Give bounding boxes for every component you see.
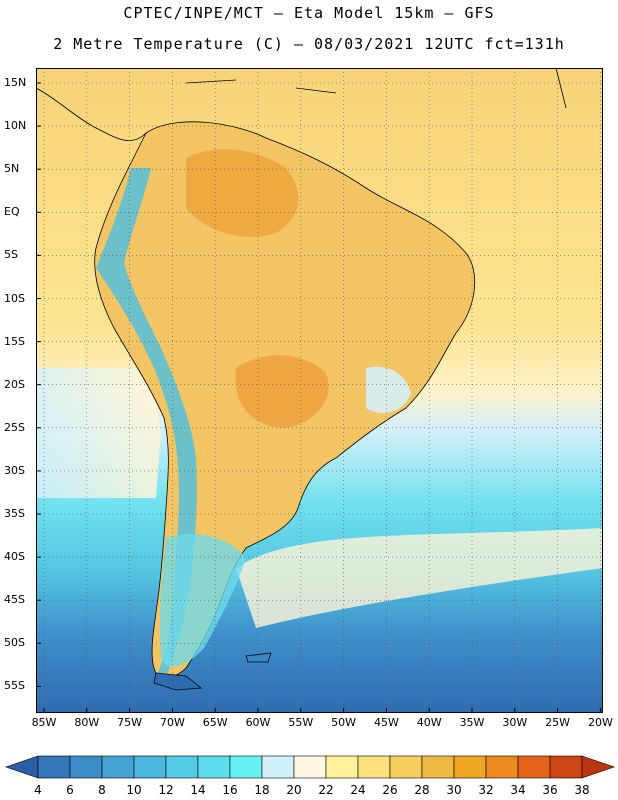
- colorbar-low-arrow: [5, 755, 39, 779]
- colorbar-segment: [261, 755, 295, 779]
- south-atlantic-cool-band: [236, 528, 603, 628]
- colorbar-label: 6: [66, 783, 74, 797]
- axis-ticks: [36, 82, 601, 713]
- caribbean-islands: [185, 68, 567, 109]
- lon-label: 80W: [74, 716, 100, 729]
- map-border: [36, 68, 603, 713]
- chart-title-line-2: 2 Metre Temperature (C) – 08/03/2021 12U…: [53, 35, 565, 53]
- colorbar-segment: [517, 755, 551, 779]
- colorbar-high-arrow: [581, 755, 615, 779]
- colorbar-label: 18: [254, 783, 270, 797]
- colorbar-label: 28: [414, 783, 430, 797]
- colorbar-segment: [197, 755, 231, 779]
- colorbar-segment: [549, 755, 583, 779]
- colorbar-segment: [421, 755, 455, 779]
- lon-label: 75W: [117, 716, 143, 729]
- colorbar-segment: [453, 755, 487, 779]
- colorbar-segment: [37, 755, 71, 779]
- tierra-del-fuego: [153, 672, 203, 691]
- colorbar-label: 24: [350, 783, 366, 797]
- lat-label: 50S: [4, 636, 25, 650]
- lon-label: 45W: [373, 716, 399, 729]
- falkland-islands: [245, 652, 272, 663]
- colorbar-label: 4: [34, 783, 42, 797]
- lat-label: 10N: [4, 119, 27, 133]
- chart-title-line-1: CPTEC/INPE/MCT – Eta Model 15km – GFS: [123, 4, 495, 22]
- colorbar-label: 12: [158, 783, 174, 797]
- lon-label: 60W: [245, 716, 271, 729]
- colorbar-label: 32: [478, 783, 494, 797]
- lat-label: 15S: [4, 334, 25, 348]
- lat-label: 45S: [4, 593, 25, 607]
- lon-label: 50W: [331, 716, 357, 729]
- colorbar-label: 38: [574, 783, 590, 797]
- colorbar-segment: [485, 755, 519, 779]
- colorbar-label: 10: [126, 783, 142, 797]
- central-america-land: [36, 87, 147, 142]
- andes-cold-ridge: [96, 168, 197, 673]
- colorbar-label: 26: [382, 783, 398, 797]
- amazon-hot-region: [186, 149, 299, 237]
- colorbar-label: 36: [542, 783, 558, 797]
- temperature-colorbar: [5, 755, 615, 779]
- colorbar-label: 8: [98, 783, 106, 797]
- lon-label: 85W: [31, 716, 57, 729]
- lon-label: 35W: [459, 716, 485, 729]
- lon-label: 25W: [545, 716, 571, 729]
- lat-label: 40S: [4, 550, 25, 564]
- colorbar-segment: [389, 755, 423, 779]
- lon-label: 65W: [202, 716, 228, 729]
- lat-label: 5S: [4, 248, 18, 262]
- colorbar-segment: [69, 755, 103, 779]
- lat-label: 55S: [4, 679, 25, 693]
- lat-label: 10S: [4, 291, 25, 305]
- lat-label: 15N: [4, 76, 27, 89]
- lon-label: 20W: [587, 716, 613, 729]
- lon-label: 55W: [288, 716, 314, 729]
- patagonia-cool-region: [159, 534, 246, 667]
- colorbar-label: 22: [318, 783, 334, 797]
- lat-label: 25S: [4, 420, 25, 434]
- lat-label: 5N: [4, 162, 20, 176]
- lat-label: 20S: [4, 377, 25, 391]
- lat-label: EQ: [4, 205, 20, 219]
- colorbar-label: 16: [222, 783, 238, 797]
- colorbar-label: 14: [190, 783, 206, 797]
- lon-label: 30W: [502, 716, 528, 729]
- lat-label: 35S: [4, 507, 25, 520]
- lon-label: 40W: [416, 716, 442, 729]
- pacific-cool-band: [36, 368, 161, 498]
- lon-label: 70W: [159, 716, 185, 729]
- temperature-map: [36, 68, 603, 713]
- colorbar-segment: [293, 755, 327, 779]
- colorbar-label: 30: [446, 783, 462, 797]
- colorbar-segment: [101, 755, 135, 779]
- colorbar-label: 34: [510, 783, 526, 797]
- colorbar-segment: [325, 755, 359, 779]
- colorbar-segment: [357, 755, 391, 779]
- colorbar-segment: [165, 755, 199, 779]
- colorbar-label: 20: [286, 783, 302, 797]
- lat-label: 30S: [4, 463, 25, 477]
- brazil-highland-cool: [366, 366, 411, 413]
- central-hot-region: [235, 355, 329, 428]
- colorbar-segment: [229, 755, 263, 779]
- lat-lon-grid: [36, 68, 603, 713]
- colorbar-segment: [133, 755, 167, 779]
